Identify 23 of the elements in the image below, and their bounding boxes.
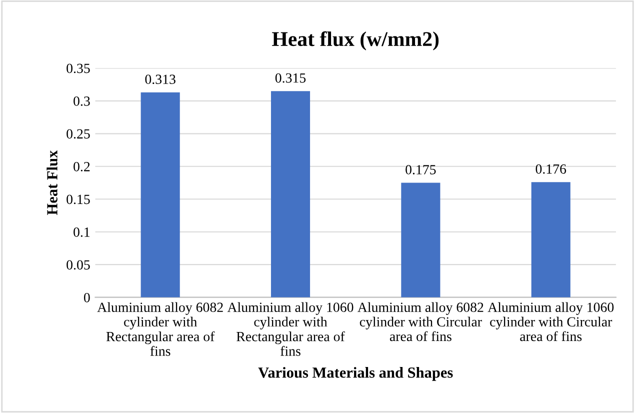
y-tick-label: 0.3	[74, 96, 90, 106]
x-tick-label: Aluminium alloy 6082 cylinder with Rectangular area of fins	[97, 302, 223, 356]
y-tick-label: 0.1	[74, 227, 90, 237]
y-tick-label: 0.05	[66, 260, 90, 270]
y-tick-label: 0	[84, 292, 90, 302]
y-tick-label: 0.35	[66, 64, 90, 74]
bar	[270, 91, 310, 298]
x-tick-label: Aluminium alloy 1060 cylinder with Circular area of fins	[488, 302, 614, 342]
data-label: 0.175	[406, 165, 436, 174]
bar	[401, 182, 440, 298]
chart-title: Heat flux (w/mm2)	[272, 31, 439, 50]
y-tick-label: 0.15	[66, 194, 90, 204]
data-label: 0.313	[145, 74, 176, 84]
x-tick-label: Aluminium alloy 1060 cylinder with Rectangular area of fins	[227, 302, 354, 356]
y-tick-label: 0.25	[66, 129, 90, 139]
data-label: 0.315	[275, 73, 306, 83]
bar	[140, 92, 180, 298]
x-tick-label: Aluminium alloy 6082 cylinder with Circular area of fins	[358, 302, 484, 342]
data-label: 0.176	[536, 164, 566, 174]
x-axis-title: Various Materials and Shapes	[258, 367, 453, 381]
y-tick-label: 0.2	[74, 162, 90, 172]
y-axis-title: Heat Flux	[46, 150, 58, 215]
bar	[531, 182, 570, 298]
